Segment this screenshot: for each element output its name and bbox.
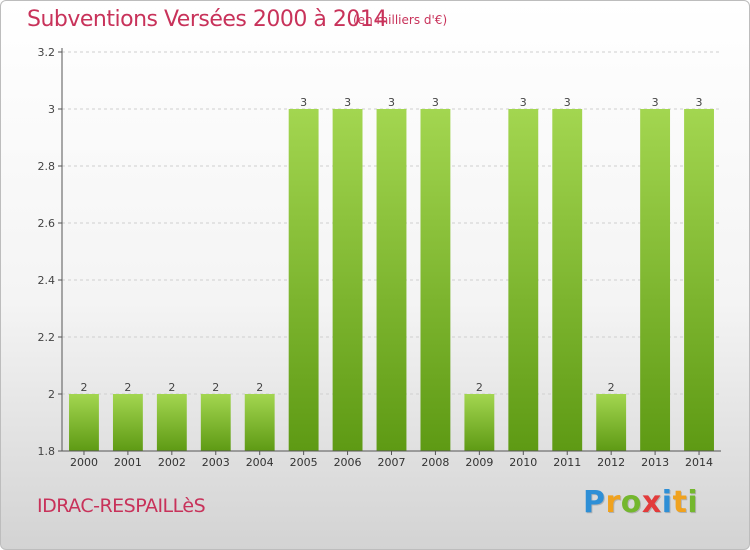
data-label: 3 — [520, 96, 527, 109]
proxiti-logo: Proxiti — [583, 485, 699, 520]
data-label: 2 — [168, 381, 175, 394]
bar-2006 — [332, 109, 363, 451]
data-label: 2 — [80, 381, 87, 394]
bar-2013 — [640, 109, 671, 451]
bar-2005 — [288, 109, 319, 451]
x-tick-label: 2000 — [70, 456, 98, 469]
data-label: 3 — [652, 96, 659, 109]
x-tick-label: 2013 — [641, 456, 669, 469]
data-label: 3 — [564, 96, 571, 109]
chart-title: Subventions Versées 2000 à 2014 — [27, 7, 387, 32]
commune-name: IDRAC-RESPAILLèS — [37, 495, 206, 517]
bar-2002 — [156, 394, 187, 451]
x-tick-label: 2003 — [202, 456, 230, 469]
data-label: 3 — [344, 96, 351, 109]
data-label: 2 — [476, 381, 483, 394]
x-tick-label: 2012 — [597, 456, 625, 469]
x-tick-label: 2001 — [114, 456, 142, 469]
data-label: 2 — [212, 381, 219, 394]
y-tick-label: 2.4 — [38, 274, 56, 287]
x-tick-label: 2010 — [509, 456, 537, 469]
x-tick-label: 2007 — [378, 456, 406, 469]
bar-2009 — [464, 394, 495, 451]
y-tick-label: 2.2 — [38, 331, 56, 344]
y-tick-label: 1.8 — [38, 445, 56, 458]
data-label: 3 — [432, 96, 439, 109]
bar-2014 — [684, 109, 714, 451]
bar-2004 — [244, 394, 275, 451]
y-tick-label: 3.2 — [38, 46, 56, 59]
y-tick-label: 3 — [48, 103, 55, 116]
x-tick-label: 2009 — [465, 456, 493, 469]
x-tick-label: 2004 — [246, 456, 274, 469]
bar-2010 — [508, 109, 539, 451]
y-tick-label: 2.8 — [38, 160, 56, 173]
unit-label: (en milliers d'€) — [353, 13, 448, 27]
x-tick-label: 2014 — [685, 456, 713, 469]
bar-2012 — [596, 394, 627, 451]
x-tick-label: 2002 — [158, 456, 186, 469]
data-label: 2 — [608, 381, 615, 394]
bars — [69, 109, 714, 451]
data-label: 3 — [696, 96, 703, 109]
bar-2000 — [69, 394, 99, 451]
bar-2003 — [200, 394, 231, 451]
x-tick-label: 2005 — [290, 456, 318, 469]
bar-2011 — [552, 109, 583, 451]
bar-2007 — [376, 109, 407, 451]
axes — [58, 48, 721, 455]
labels: 1.8 2 2.2 2.4 2.6 2.8 3 3.2 2 2000 2 2001 2 2002 2 2003… — [38, 46, 714, 469]
x-tick-label: 2008 — [421, 456, 449, 469]
bar-2001 — [112, 394, 143, 451]
x-tick-label: 2011 — [553, 456, 581, 469]
data-label: 2 — [256, 381, 263, 394]
data-label: 2 — [124, 381, 131, 394]
bar-2008 — [420, 109, 451, 451]
y-tick-label: 2 — [48, 388, 55, 401]
data-label: 3 — [388, 96, 395, 109]
x-tick-label: 2006 — [334, 456, 362, 469]
data-label: 3 — [300, 96, 307, 109]
y-tick-label: 2.6 — [38, 217, 56, 230]
